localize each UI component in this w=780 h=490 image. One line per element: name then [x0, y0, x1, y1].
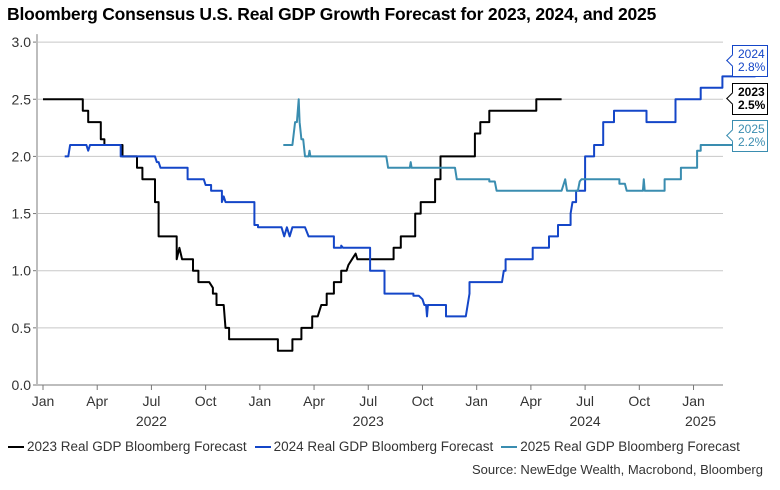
series-line-2025: [283, 98, 760, 192]
chart-title: Bloomberg Consensus U.S. Real GDP Growth…: [7, 4, 657, 24]
x-tick-label: Jan: [465, 393, 488, 409]
end-tag-2023: 2023 2.5%: [726, 83, 768, 115]
x-tick-label: Jul: [576, 393, 594, 409]
x-tick-label: Apr: [303, 393, 325, 409]
legend-item-2023: 2023 Real GDP Bloomberg Forecast: [8, 439, 247, 454]
end-tag-2025: 2025 2.2%: [726, 120, 768, 152]
x-tick-label: Jan: [682, 393, 705, 409]
x-year-label: 2024: [570, 413, 601, 429]
legend-label: 2023 Real GDP Bloomberg Forecast: [27, 439, 247, 454]
x-year-label: 2022: [136, 413, 167, 429]
x-tick-label: Jan: [32, 393, 55, 409]
end-tag-2024: 2024 2.8%: [726, 45, 768, 77]
source-note: Source: NewEdge Wealth, Macrobond, Bloom…: [472, 462, 763, 477]
x-year-label: 2025: [685, 413, 716, 429]
y-tick-label: 3.0: [12, 34, 32, 50]
legend-label: 2025 Real GDP Bloomberg Forecast: [520, 439, 740, 454]
y-tick-label: 2.0: [12, 148, 32, 164]
x-tick-label: Oct: [195, 393, 217, 409]
x-tick-label: Jan: [249, 393, 272, 409]
tag-value: 2.5%: [738, 98, 766, 112]
legend-swatch: [8, 445, 24, 448]
series-line-2024: [64, 64, 760, 318]
x-year-label: 2023: [353, 413, 384, 429]
y-tick-label: 1.5: [12, 206, 32, 222]
tag-year: 2025: [738, 122, 765, 136]
y-tick-label: 2.5: [12, 91, 32, 107]
x-tick-label: Apr: [86, 393, 108, 409]
tag-year: 2024: [738, 47, 765, 61]
x-tick-label: Jul: [359, 393, 377, 409]
tag-value: 2.2%: [738, 135, 766, 149]
x-tick-label: Apr: [520, 393, 542, 409]
legend-item-2025: 2025 Real GDP Bloomberg Forecast: [501, 439, 740, 454]
series-lines: [43, 64, 760, 352]
x-tick-label: Oct: [628, 393, 650, 409]
tag-value: 2.8%: [738, 60, 766, 74]
legend-swatch: [501, 445, 518, 448]
x-tick-label: Oct: [412, 393, 434, 409]
gridlines: [37, 41, 723, 329]
y-tick-label: 0.5: [12, 320, 32, 336]
y-tick-label: 0.0: [12, 377, 32, 393]
axes: 0.0 0.5 1.0 1.5 2.0 2.5 3.0 Jan Apr Jul Oct Jan Apr J…: [12, 34, 723, 429]
legend: 2023 Real GDP Bloomberg Forecast 2024 Re…: [8, 439, 740, 454]
x-tick-label: Jul: [142, 393, 160, 409]
y-tick-label: 1.0: [12, 263, 32, 279]
legend-swatch: [254, 445, 271, 448]
legend-label: 2024 Real GDP Bloomberg Forecast: [273, 439, 494, 454]
tag-year: 2023: [738, 85, 765, 99]
legend-item-2024: 2024 Real GDP Bloomberg Forecast: [254, 439, 494, 454]
series-line-2023: [43, 98, 562, 352]
